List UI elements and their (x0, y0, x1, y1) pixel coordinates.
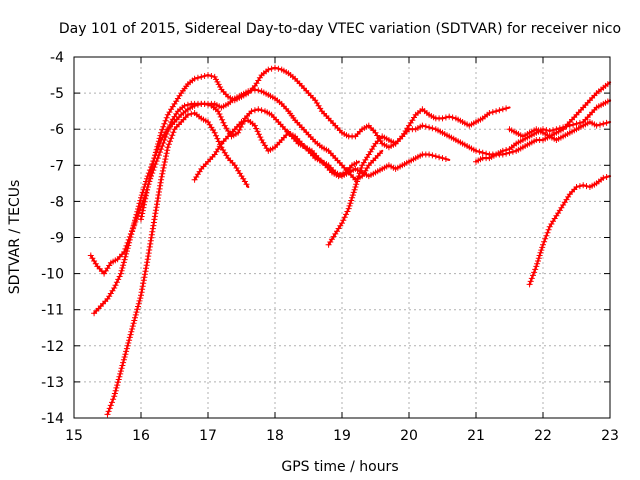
y-tick-label: -14 (41, 411, 64, 427)
plus-markers (104, 110, 250, 418)
y-axis-label: SDTVAR / TECUs (7, 180, 23, 295)
y-tick-label: -6 (50, 122, 64, 138)
y-tick-label: -13 (41, 375, 64, 391)
series-track-3 (104, 110, 250, 418)
y-tick-label: -9 (50, 231, 64, 247)
plus-markers (506, 119, 610, 143)
x-tick-label: 15 (65, 428, 83, 444)
series-line (93, 88, 384, 315)
x-tick-label: 16 (132, 428, 150, 444)
x-tick-label: 19 (333, 428, 351, 444)
series-track-9 (526, 174, 612, 288)
x-tick-label: 21 (467, 428, 485, 444)
x-tick-label: 20 (400, 428, 418, 444)
y-tick-label: -8 (50, 194, 64, 210)
y-tick-label: -4 (50, 50, 64, 66)
x-tick-label: 18 (266, 428, 284, 444)
x-tick-label: 23 (601, 428, 619, 444)
plus-markers (138, 64, 510, 223)
plus-markers (325, 81, 611, 248)
y-tick-label: -5 (50, 86, 64, 102)
y-tick-label: -7 (50, 158, 64, 174)
y-tick-label: -10 (41, 267, 64, 283)
y-tick-label: -12 (41, 339, 64, 355)
grid (74, 57, 610, 418)
chart-title: Day 101 of 2015, Sidereal Day-to-day VTE… (59, 21, 621, 37)
plus-markers (87, 100, 360, 277)
x-axis-label: GPS time / hours (281, 459, 398, 475)
y-tick-label: -11 (41, 303, 64, 319)
series-track-1 (87, 100, 360, 277)
series-track-4 (138, 64, 511, 223)
series-track-8 (506, 119, 612, 143)
series-line (508, 120, 612, 142)
x-tick-label: 22 (534, 428, 552, 444)
series-line (139, 66, 511, 221)
plus-markers (526, 174, 610, 288)
series-track-7 (473, 98, 612, 165)
series-track-5 (191, 117, 451, 183)
x-tick-label: 17 (199, 428, 217, 444)
plus-markers (473, 98, 611, 165)
axis-ticks: 15 16 17 18 19 20 21 22 23 -14 -13 -12 -11 -10 -9 -8 -7 -… (41, 50, 619, 444)
plus-markers (191, 117, 449, 183)
data-series (87, 64, 612, 418)
